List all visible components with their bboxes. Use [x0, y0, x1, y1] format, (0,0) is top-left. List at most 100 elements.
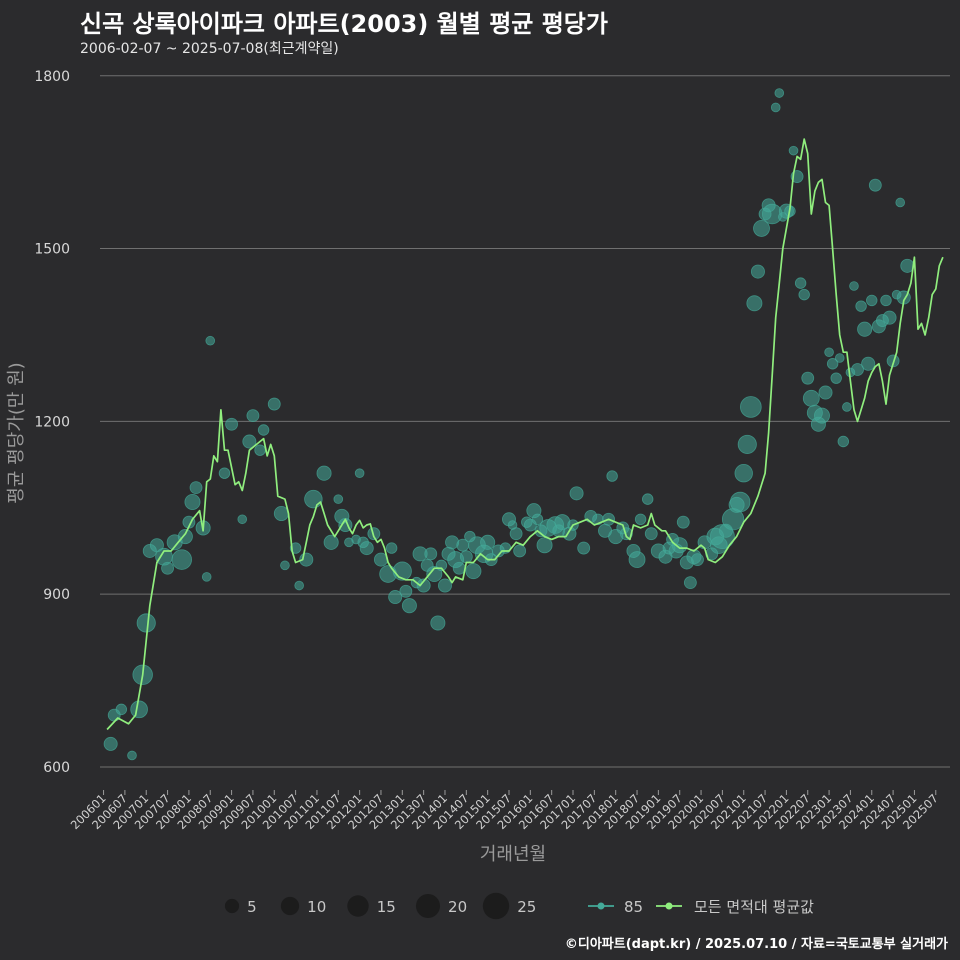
- scatter-point-78: [513, 544, 527, 558]
- scatter-point-51: [401, 598, 417, 614]
- scatter-point-129: [746, 295, 763, 312]
- scatter-point-30: [289, 542, 302, 554]
- scatter-point-57: [426, 566, 443, 582]
- scatter-point-104: [641, 493, 654, 505]
- legend-average-dot: [665, 902, 673, 910]
- y-tick-label-1200: 1200: [34, 414, 70, 430]
- legend-size-label-10: 10: [307, 898, 326, 916]
- scatter-point-10: [161, 561, 174, 575]
- scatter-point-26: [257, 424, 270, 436]
- scatter-point-144: [801, 371, 815, 385]
- scatter-point-91: [569, 486, 584, 501]
- scatter-point-15: [184, 494, 201, 510]
- legend-size-label-15: 15: [377, 898, 396, 916]
- scatter-point-130: [750, 264, 765, 279]
- scatter-point-68: [465, 563, 482, 580]
- scatter-point-153: [834, 353, 845, 363]
- legend-size-dot-20: [415, 893, 441, 919]
- scatter-point-2: [115, 703, 128, 716]
- scatter-point-114: [683, 576, 697, 590]
- scatter-point-4: [130, 700, 148, 719]
- scatter-point-155: [842, 402, 852, 412]
- scatter-point-56: [424, 547, 438, 561]
- x-axis-title: 거래년월: [480, 844, 546, 865]
- scatter-point-136: [774, 88, 785, 98]
- scatter-point-47: [385, 542, 398, 554]
- scatter-point-22: [237, 514, 248, 525]
- scatter-point-41: [354, 468, 365, 479]
- scatter-point-150: [824, 347, 834, 358]
- scatter-point-24: [246, 409, 260, 423]
- scatter-point-66: [459, 550, 473, 564]
- scatter-point-163: [868, 178, 882, 192]
- legend-size-label-20: 20: [448, 898, 467, 916]
- scatter-point-157: [849, 281, 859, 291]
- scatter-point-126: [734, 464, 753, 483]
- scatter-point-27: [267, 397, 281, 411]
- scatter-point-33: [304, 489, 323, 509]
- scatter-point-152: [830, 372, 842, 384]
- y-axis-title: 평균 평당가(만 원): [6, 362, 27, 503]
- scatter-point-13: [177, 529, 193, 545]
- scatter-point-143: [798, 288, 810, 301]
- scatter-point-48: [388, 590, 403, 605]
- scatter-point-43: [359, 541, 374, 556]
- scatter-point-145: [802, 389, 820, 407]
- scatter-point-64: [452, 561, 466, 575]
- scatter-point-111: [671, 537, 688, 554]
- scatter-point-82: [531, 513, 544, 525]
- scatter-point-167: [882, 310, 897, 325]
- scatter-point-151: [826, 358, 839, 370]
- legend-average-label: 모든 면적대 평균값: [694, 898, 814, 916]
- scatter-point-92: [577, 541, 591, 555]
- scatter-point-127: [737, 434, 757, 454]
- scatter-point-102: [628, 551, 646, 569]
- average-line-path: [106, 138, 944, 731]
- scatter-point-36: [333, 494, 344, 504]
- scatter-point-166: [880, 294, 892, 307]
- scatter-point-34: [316, 465, 332, 481]
- scatter-point-20: [218, 467, 231, 479]
- scatter-point-12: [171, 549, 193, 570]
- legend-85-dot: [597, 902, 605, 910]
- scatter-point-54: [416, 578, 431, 593]
- scatter-point-161: [861, 356, 876, 371]
- y-tick-label-900: 900: [43, 587, 70, 603]
- scatter-point-162: [866, 294, 878, 307]
- scatter-point-160: [857, 321, 873, 337]
- scatter-point-103: [634, 513, 647, 525]
- scatter-point-159: [855, 300, 867, 312]
- scatter-point-0: [103, 736, 118, 751]
- scatter-point-105: [644, 527, 658, 541]
- scatter-point-19: [205, 335, 216, 346]
- scatter-point-112: [676, 515, 690, 529]
- legend-size-dot-15: [347, 895, 369, 917]
- scatter-point-140: [788, 145, 799, 156]
- scatter-point-35: [323, 534, 339, 550]
- scatter-point-84: [536, 537, 553, 554]
- scatter-point-18: [201, 572, 212, 582]
- scatter-point-31: [294, 580, 304, 591]
- legend-size-dot-25: [482, 892, 510, 920]
- scatter-point-128: [740, 396, 762, 418]
- scatter-point-16: [189, 481, 203, 495]
- average-line: [106, 138, 944, 731]
- scatter-point-135: [770, 102, 781, 113]
- y-tick-label-600: 600: [43, 760, 70, 776]
- scatter-point-116: [691, 553, 704, 567]
- y-axis: 600 900 1200 1500 1800: [34, 69, 70, 776]
- chart-title: 신곡 상록아이파크 아파트(2003) 월별 평균 평당가: [80, 10, 608, 38]
- scatter-point-154: [837, 435, 850, 448]
- legend: 5 10 15 20 25 85 모든 면적대 평균값: [224, 892, 814, 920]
- x-axis: 2006012006072007012007072008012008072009…: [68, 790, 941, 832]
- scatter-point-77: [509, 527, 523, 541]
- scatter-point-28: [273, 506, 289, 522]
- scatter-point-97: [606, 470, 618, 482]
- scatter-point-170: [895, 197, 906, 208]
- chart-subtitle: 2006-02-07 ~ 2025-07-08(최근계약일): [80, 41, 339, 57]
- legend-size-dot-10: [280, 896, 300, 916]
- scatter-point-168: [886, 354, 900, 368]
- scatter-point-158: [851, 363, 864, 376]
- scatter-point-50: [399, 584, 413, 598]
